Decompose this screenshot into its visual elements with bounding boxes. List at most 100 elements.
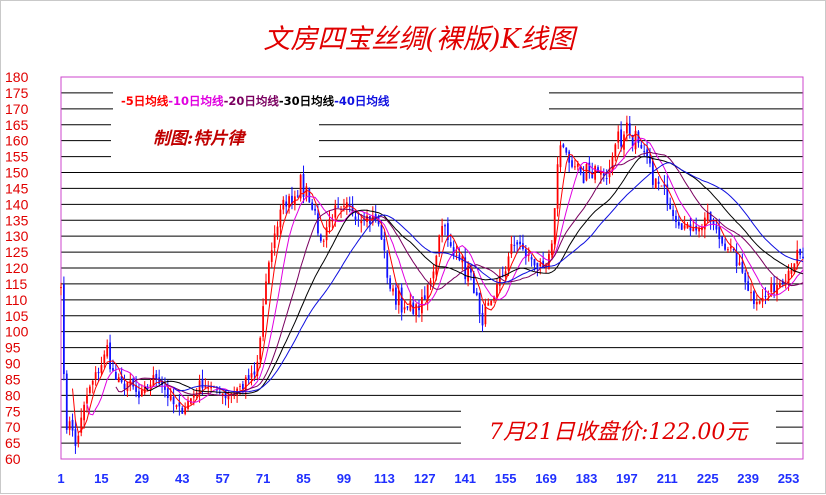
candle-body [435, 255, 438, 275]
candle-body [123, 383, 126, 389]
y-tick-label: 100 [5, 324, 29, 340]
legend-ma40: -40日均线 [334, 94, 390, 108]
x-tick-label: 43 [175, 471, 189, 486]
x-tick-label: 15 [94, 471, 108, 486]
candle-body [666, 184, 669, 204]
candle-body [646, 149, 648, 158]
candle-body [112, 368, 114, 371]
x-tick-label: 225 [697, 471, 719, 486]
candle-body [750, 292, 752, 294]
candle-body [643, 151, 646, 153]
y-tick-label: 105 [5, 308, 29, 324]
candle-body [444, 225, 446, 227]
candle-body [328, 219, 331, 228]
plot-border [60, 76, 804, 460]
candle-body [250, 373, 253, 378]
candle-body [669, 203, 672, 209]
y-tick-label: 175 [5, 85, 29, 101]
y-tick-label: 160 [5, 133, 29, 149]
candle-body [152, 375, 155, 387]
y-tick-label: 125 [5, 244, 29, 260]
candle-body [360, 220, 363, 224]
candle-body [770, 283, 773, 293]
candle-body [164, 385, 166, 390]
candle-body [224, 390, 227, 399]
candle-body [262, 306, 264, 337]
candle-body [611, 156, 614, 171]
y-tick-label: 135 [5, 212, 29, 228]
candle-body [614, 144, 617, 158]
candle-body [764, 295, 767, 297]
candle-body [432, 271, 435, 279]
candle-body [155, 373, 158, 379]
candle-body [591, 171, 594, 179]
candle-body [501, 274, 504, 276]
candle-body [334, 205, 337, 218]
candle-body [423, 295, 426, 300]
candle-body [406, 306, 409, 308]
ma20-line [115, 151, 804, 396]
candle-body [718, 226, 721, 240]
candle-body [253, 371, 256, 375]
y-tick-label: 145 [5, 180, 29, 196]
y-tick-label: 180 [5, 69, 29, 85]
candle-body [663, 184, 666, 187]
candle-body [296, 195, 299, 197]
y-tick-label: 150 [5, 165, 29, 181]
candle-body [348, 204, 351, 206]
candle-body [288, 196, 290, 208]
candle-body [747, 281, 750, 291]
y-axis-ticks: 6065707580859095100105110115120125130135… [5, 69, 29, 467]
candle-body [109, 342, 111, 370]
y-tick-label: 120 [5, 260, 29, 276]
candle-body [169, 394, 172, 400]
candle-body [187, 400, 189, 409]
candle-body [400, 287, 403, 313]
candle-body [727, 249, 729, 251]
candle-body [724, 243, 726, 250]
candle-body [239, 385, 241, 387]
candle-body [345, 202, 348, 208]
candle-body [366, 215, 368, 223]
candle-body [351, 205, 354, 214]
candle-body [311, 202, 314, 210]
candle-body [715, 225, 718, 230]
candle-body [71, 419, 74, 431]
candle-body [565, 147, 568, 153]
candle-body [530, 257, 533, 260]
candle-body [192, 394, 195, 398]
candle-body [802, 256, 804, 259]
candle-body [536, 262, 539, 268]
candle-body [438, 235, 441, 255]
legend-ma10: -10日均线 [168, 94, 224, 108]
candle-body [190, 398, 192, 404]
candle-body [522, 243, 524, 250]
candle-body [660, 185, 663, 187]
candle-body [230, 393, 233, 395]
candle-body [504, 271, 507, 278]
candle-body [135, 385, 137, 392]
candle-body [721, 236, 724, 244]
candle-body [732, 249, 735, 251]
candle-body [126, 382, 129, 392]
moving-average-lines [72, 133, 804, 434]
close-price-note: 7月21日收盘价:122.00元 [489, 420, 749, 445]
x-tick-label: 211 [657, 471, 678, 486]
candle-body [568, 151, 571, 163]
candle-body [640, 144, 643, 149]
candle-body [62, 284, 65, 375]
candle-body [446, 223, 449, 240]
candle-body [470, 268, 472, 273]
x-tick-label: 113 [374, 471, 395, 486]
candlesticks [60, 115, 804, 454]
candle-body [337, 206, 340, 208]
candle-body [709, 211, 712, 222]
candle-body [753, 291, 755, 305]
ma5-line [72, 133, 804, 434]
candle-body [582, 172, 585, 184]
candle-body [305, 186, 308, 198]
candle-body [195, 392, 198, 394]
x-tick-label: 57 [215, 471, 229, 486]
candle-body [409, 300, 412, 311]
